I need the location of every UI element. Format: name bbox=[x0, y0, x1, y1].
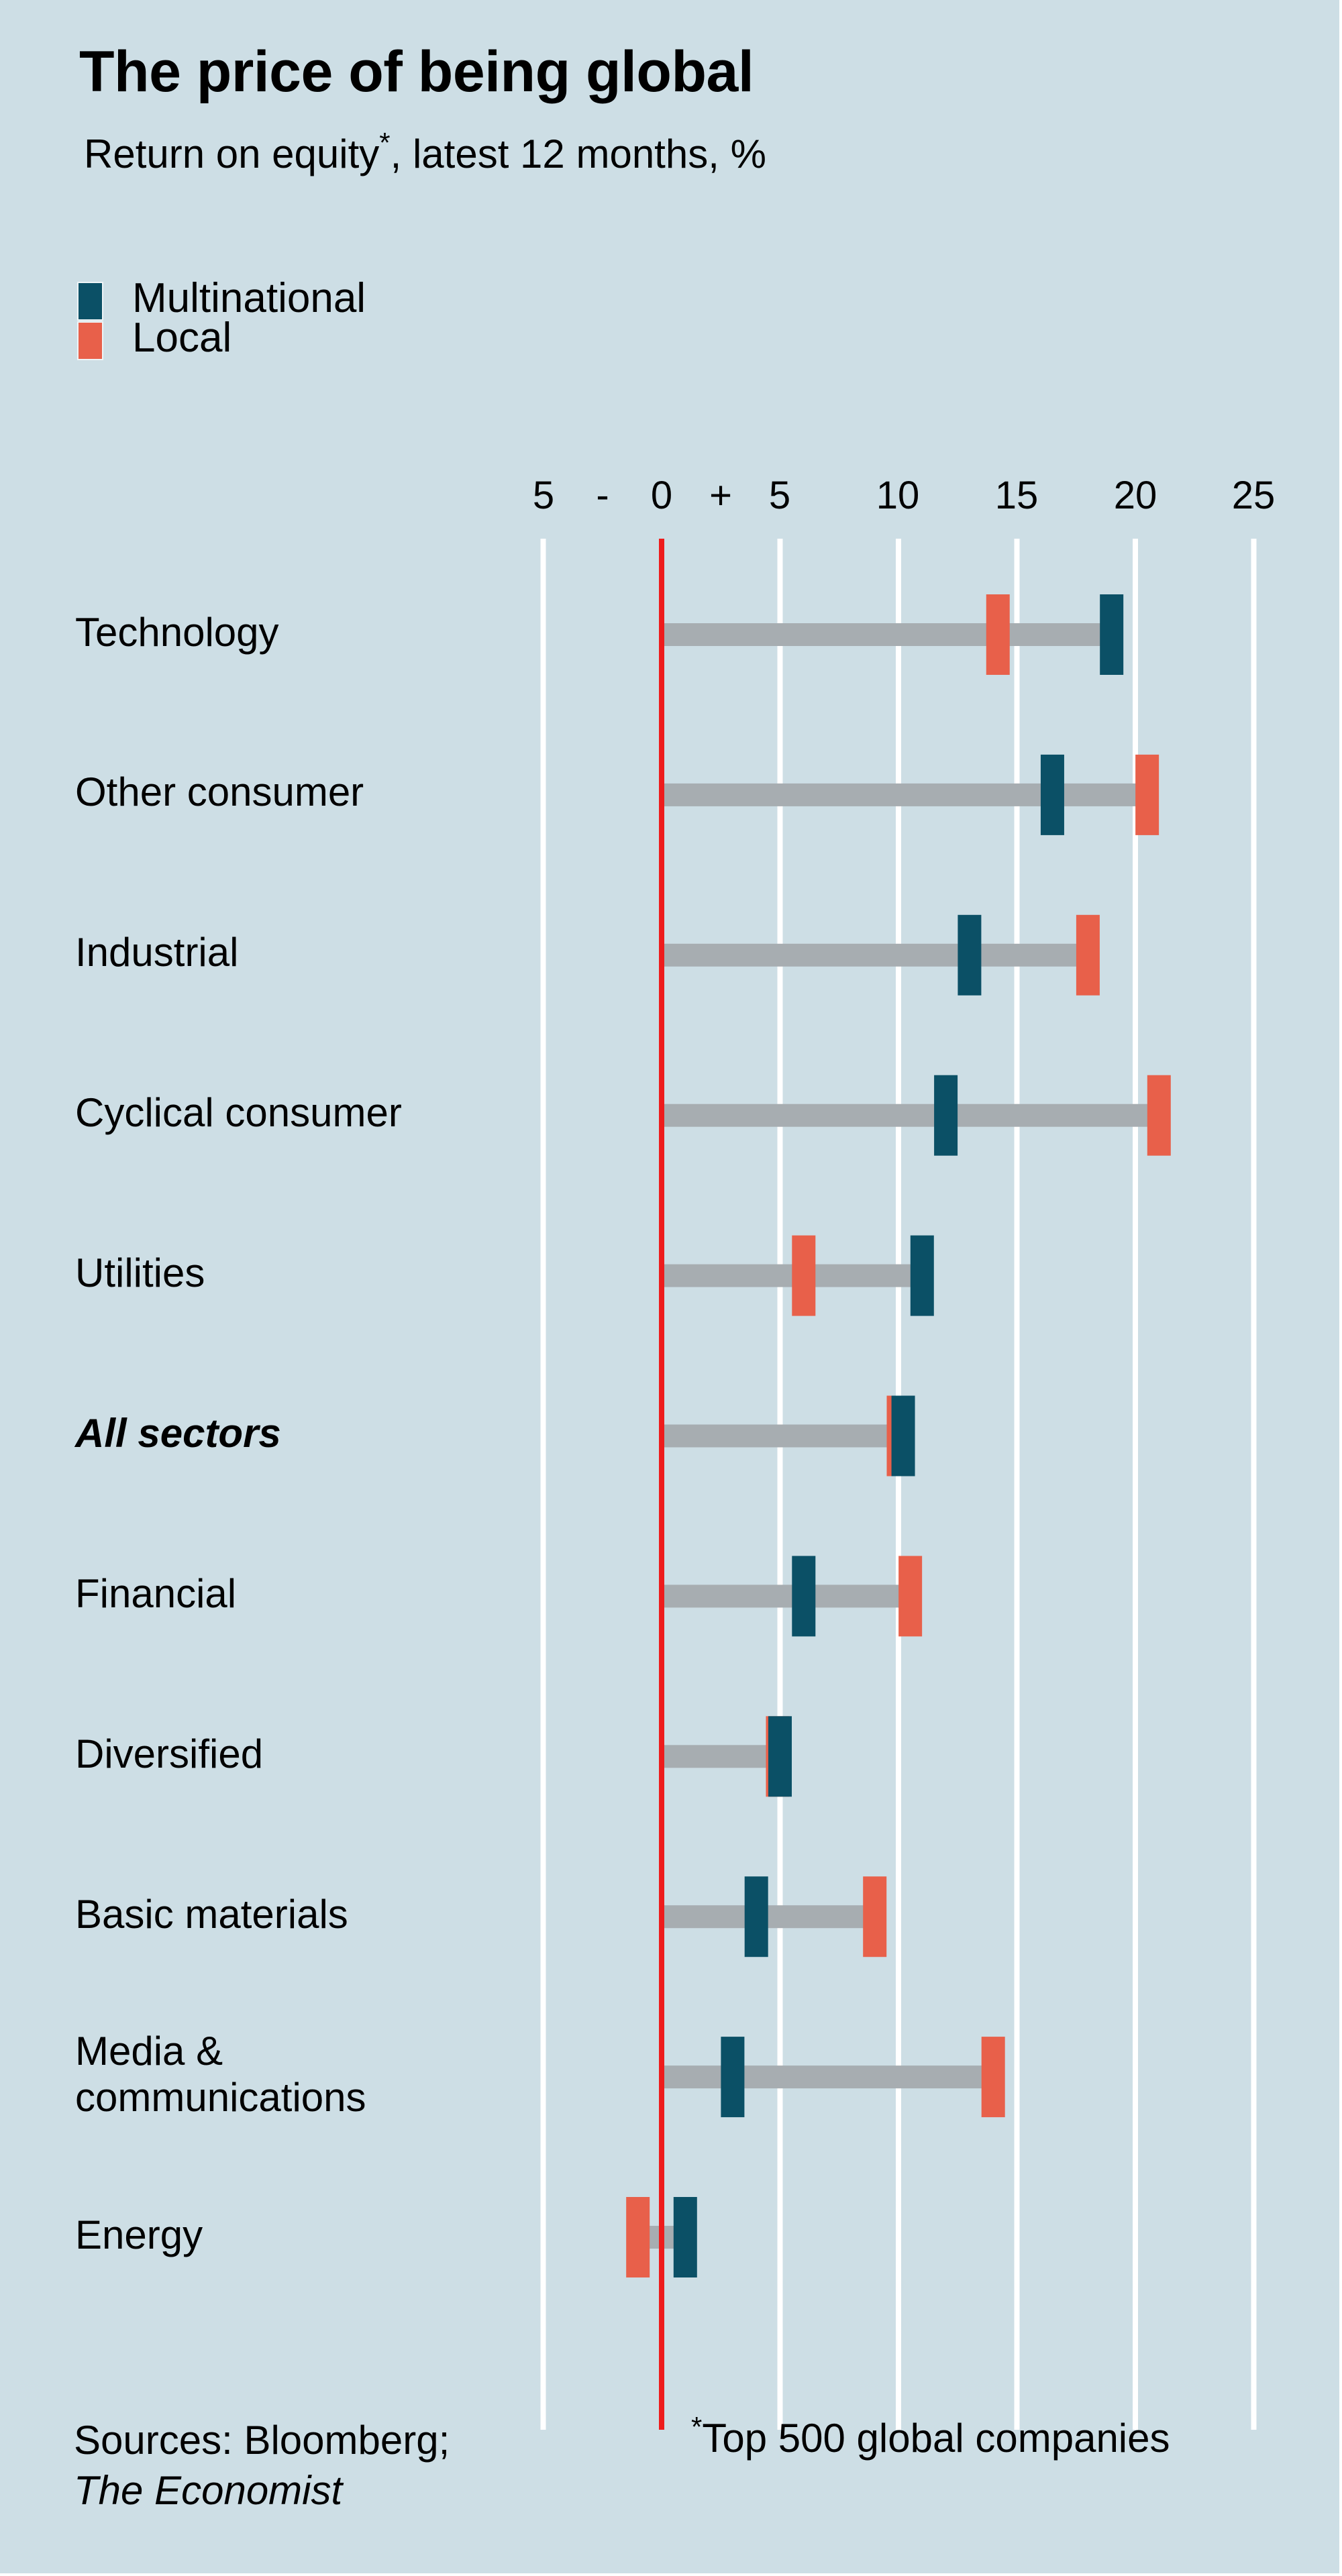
legend-label-local: Local bbox=[132, 315, 232, 361]
marker-multinational bbox=[768, 1716, 792, 1797]
source-publication: The Economist bbox=[74, 2468, 343, 2513]
gridline bbox=[540, 539, 546, 2430]
marker-local bbox=[626, 2197, 650, 2277]
range-bar bbox=[662, 623, 1112, 646]
range-bar bbox=[662, 2065, 994, 2089]
marker-local bbox=[981, 2037, 1005, 2118]
marker-local bbox=[1147, 1075, 1171, 1156]
footnote: *Top 500 global companies bbox=[691, 2412, 1170, 2461]
marker-multinational bbox=[958, 914, 982, 996]
category-label-line: Basic materials bbox=[75, 1891, 348, 1937]
range-bar bbox=[662, 783, 1147, 806]
marker-multinational bbox=[891, 1395, 915, 1477]
source-italic: The Economist bbox=[74, 2465, 450, 2516]
marker-multinational bbox=[910, 1235, 934, 1316]
gridline bbox=[1251, 539, 1257, 2430]
range-bar bbox=[662, 1264, 923, 1287]
x-tick-plus-sign: + bbox=[709, 474, 732, 517]
markers bbox=[626, 594, 1171, 2277]
marker-multinational bbox=[1040, 754, 1064, 835]
footnote-asterisk: * bbox=[691, 2410, 703, 2443]
category-label: Other consumer bbox=[75, 769, 364, 815]
source-prefix: Sources: Bloomberg; bbox=[74, 2418, 450, 2463]
range-bar bbox=[662, 1104, 1159, 1127]
chart-subtitle: Return on equity*, latest 12 months, % bbox=[84, 128, 766, 177]
subtitle-asterisk: * bbox=[379, 126, 391, 158]
legend-swatch-local bbox=[77, 321, 103, 360]
gridlines bbox=[540, 539, 1257, 2430]
x-tick-label: 5 bbox=[532, 474, 555, 517]
x-tick-label: 20 bbox=[1113, 474, 1157, 517]
marker-local bbox=[1135, 754, 1159, 835]
subtitle-text: Return on equity bbox=[84, 131, 380, 176]
marker-multinational bbox=[673, 2197, 697, 2277]
footnote-text: Top 500 global companies bbox=[702, 2416, 1170, 2461]
gridline bbox=[777, 539, 783, 2430]
category-label: Financial bbox=[75, 1570, 236, 1617]
legend-swatch-multinational bbox=[77, 282, 103, 321]
category-label: Energy bbox=[75, 2212, 203, 2258]
x-tick-label: 5 bbox=[768, 474, 791, 517]
category-label: Technology bbox=[75, 609, 279, 655]
marker-local bbox=[986, 594, 1010, 675]
category-label-line: Financial bbox=[75, 1570, 237, 1616]
marker-local bbox=[898, 1556, 923, 1637]
legend-label-multinational: Multinational bbox=[132, 275, 366, 321]
category-label-line: All sectors bbox=[75, 1411, 281, 1456]
category-label-line: communications bbox=[75, 2075, 366, 2121]
category-label-line: Other consumer bbox=[75, 769, 364, 815]
category-label-line: Media & bbox=[75, 2029, 223, 2074]
range-bar bbox=[662, 1585, 911, 1608]
marker-multinational bbox=[934, 1075, 958, 1156]
marker-local bbox=[863, 1876, 887, 1957]
category-label: Media & communications bbox=[75, 2028, 366, 2121]
gridline bbox=[1014, 539, 1020, 2430]
x-tick-label: 25 bbox=[1231, 474, 1276, 517]
category-label-line: Industrial bbox=[75, 930, 239, 975]
category-label: Utilities bbox=[75, 1250, 205, 1296]
marker-multinational bbox=[1100, 594, 1124, 675]
subtitle-text-rest: , latest 12 months, % bbox=[390, 131, 766, 176]
category-label: Diversified bbox=[75, 1731, 263, 1777]
marker-local bbox=[792, 1235, 816, 1316]
category-label-line: Diversified bbox=[75, 1731, 264, 1776]
range-bar bbox=[662, 1905, 875, 1929]
category-label-line: Utilities bbox=[75, 1250, 205, 1296]
marker-multinational bbox=[792, 1556, 816, 1637]
marker-multinational bbox=[744, 1876, 768, 1957]
x-tick-label: 15 bbox=[994, 474, 1039, 517]
category-label: All sectors bbox=[75, 1410, 281, 1456]
x-tick-label: 0 bbox=[650, 474, 673, 517]
marker-multinational bbox=[721, 2037, 745, 2118]
x-tick-minus-sign: - bbox=[596, 474, 609, 517]
range-bar bbox=[662, 1745, 780, 1768]
range-bar bbox=[662, 943, 1088, 967]
category-label: Basic materials bbox=[75, 1891, 348, 1937]
x-tick-label: 10 bbox=[876, 474, 920, 517]
zero-line bbox=[659, 539, 664, 2430]
chart-title: The price of being global bbox=[79, 40, 754, 104]
category-label: Industrial bbox=[75, 929, 238, 975]
category-label-line: Energy bbox=[75, 2212, 203, 2257]
category-label: Cyclical consumer bbox=[75, 1089, 402, 1136]
category-label-line: Cyclical consumer bbox=[75, 1090, 402, 1136]
zero-line-layer bbox=[659, 539, 664, 2430]
marker-local bbox=[1076, 914, 1100, 996]
gridline bbox=[896, 539, 901, 2430]
source-note: Sources: Bloomberg; The Economist bbox=[74, 2415, 450, 2516]
category-label-line: Technology bbox=[75, 609, 279, 655]
range-bar bbox=[662, 1424, 904, 1448]
gridline bbox=[1133, 539, 1138, 2430]
